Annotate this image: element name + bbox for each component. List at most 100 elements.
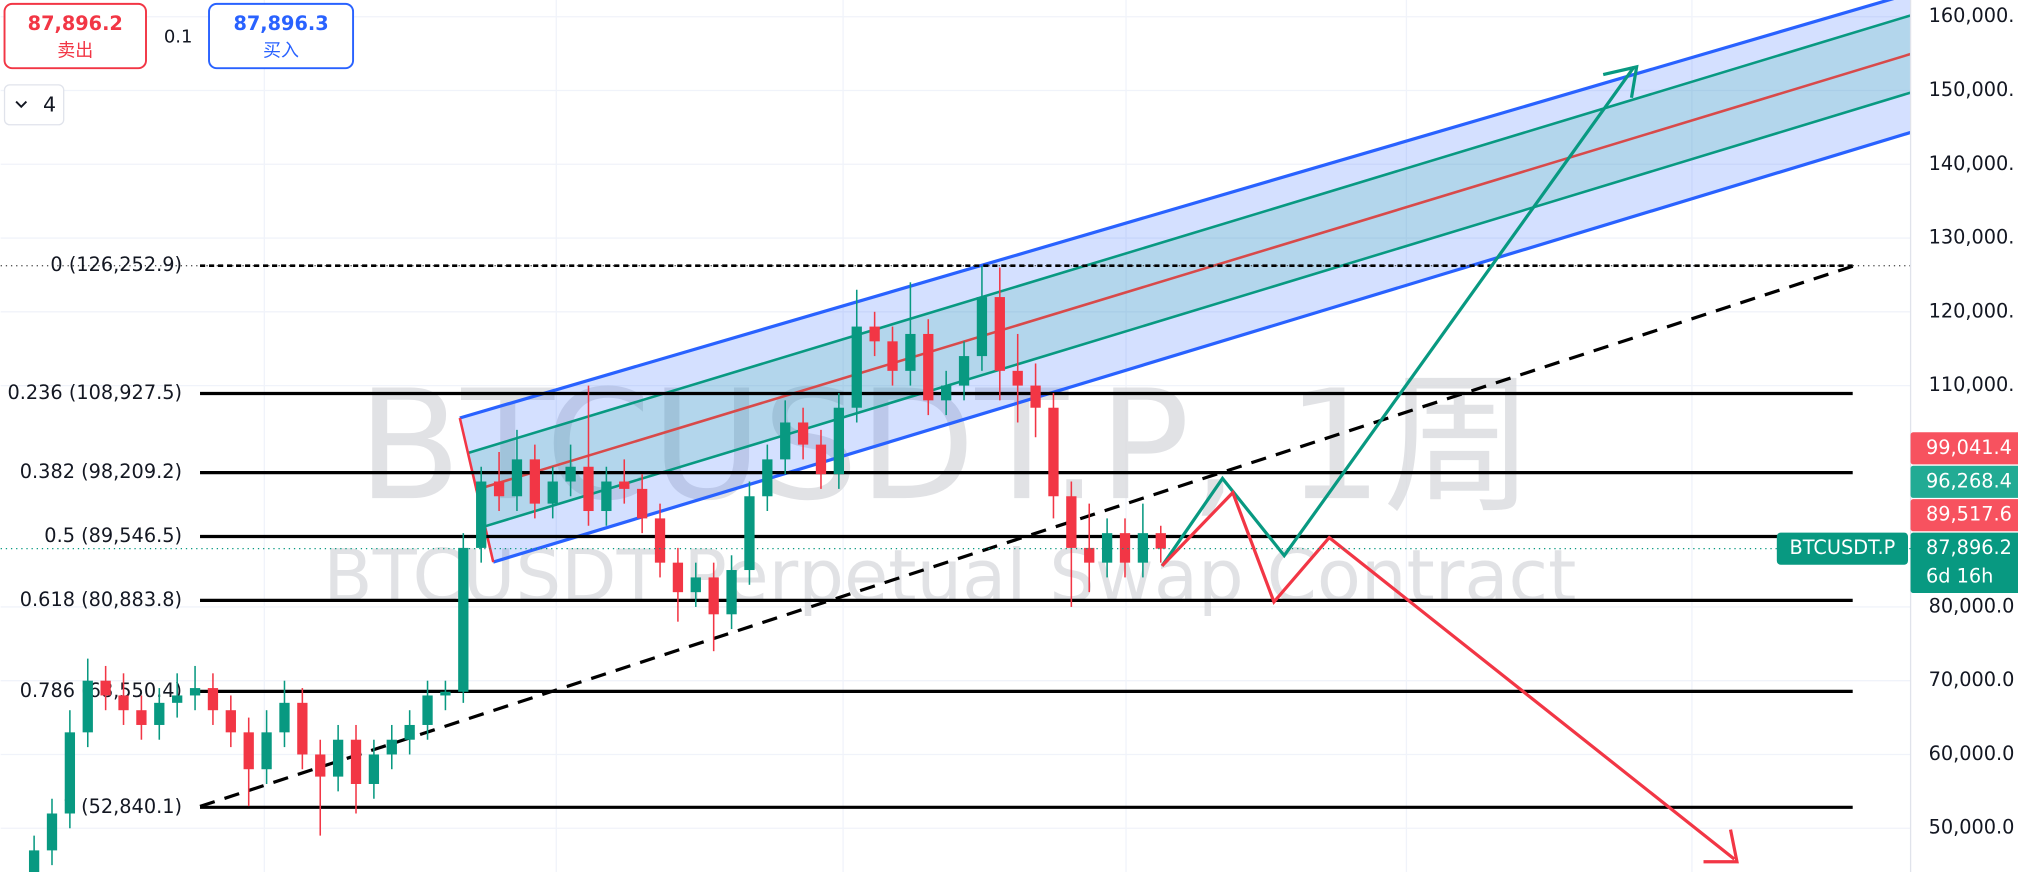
candle-body (493, 481, 505, 497)
candle-body (941, 385, 952, 401)
price-tag (1910, 532, 2018, 594)
candle-body (690, 577, 701, 593)
grid (0, 16, 1911, 829)
y-tick-label: 150,000. (1929, 78, 2015, 101)
candle-body (64, 732, 76, 814)
price-axis-labels: 160,000. 150,000. 140,000. 130,000. 120,000.… (1929, 4, 2015, 839)
fib-label: 0.5 (89,546.5) (44, 524, 182, 547)
parallel-channel (458, 0, 1912, 564)
candle-body (565, 466, 576, 482)
buy-button[interactable] (208, 2, 355, 70)
candle-body (797, 422, 809, 445)
candle-body (422, 695, 433, 725)
price-tag (1910, 432, 2018, 465)
candle-body (189, 688, 201, 696)
candle-body (350, 739, 362, 784)
candle-body (118, 695, 129, 711)
price-tag-label: 96,268.4 (1926, 469, 2012, 492)
y-tick-label: 140,000. (1929, 152, 2015, 175)
candle-body (905, 333, 916, 371)
candle-body (297, 702, 308, 755)
candle-body (672, 562, 684, 593)
layers-toggle[interactable] (3, 84, 65, 126)
y-tick-label: 50,000.0 (1929, 816, 2015, 839)
fib-label: 0.618 (80,883.8) (20, 588, 182, 611)
candles (28, 266, 1166, 872)
candle-body (154, 702, 165, 725)
candle-body (1030, 385, 1041, 408)
fibonacci-retracement: 0 (126,252.9) 0.236 (108,927.5) 0.382 (98,… (0, 253, 1911, 818)
symbol-tag (1776, 532, 1909, 565)
sell-button[interactable] (3, 2, 147, 70)
candle-body (386, 739, 397, 755)
y-tick-label: 60,000.0 (1929, 742, 2015, 765)
candle-body (82, 680, 93, 733)
candle-body (511, 459, 523, 497)
candle-body (815, 444, 827, 475)
candle-body (332, 739, 344, 777)
fib-label: 0.382 (98,209.2) (20, 460, 182, 483)
candle-body (243, 732, 254, 770)
candle-body (261, 732, 272, 770)
price-tag (1910, 465, 2018, 498)
layers-count: 4 (43, 92, 56, 116)
candle-body (1048, 407, 1059, 497)
price-tags: 99,041.4 96,268.4 89,517.6 87,896.2 6d 16h BT… (0, 432, 2018, 594)
candle-body (744, 496, 755, 571)
toolbar: 87,896.2 卖出 0.1 87,896.3 买入 4 (3, 2, 355, 126)
trend-line (199, 264, 1854, 808)
candle-body (1155, 533, 1166, 549)
candle-body (923, 333, 934, 401)
buy-price: 87,896.3 (233, 12, 328, 35)
candle-body (601, 481, 612, 512)
candle-body (279, 702, 290, 733)
price-tag-label: 87,896.2 (1926, 536, 2012, 559)
watermark-description: BTCUSDT Perpetual Swap Contract (323, 534, 1576, 618)
y-tick-label: 110,000. (1929, 373, 2015, 396)
candle-body (1137, 533, 1149, 563)
candle-body (1012, 370, 1023, 386)
candle-body (172, 695, 183, 703)
fib-label: 1 (52,840.1) (63, 795, 182, 818)
candle-body (994, 297, 1005, 371)
fib-label: 0.236 (108,927.5) (7, 381, 182, 404)
candle-body (476, 481, 487, 548)
candle-body (887, 341, 898, 371)
candle-body (708, 577, 719, 615)
y-tick-label: 130,000. (1929, 226, 2015, 249)
candle-body (404, 724, 415, 740)
candle-body (762, 459, 773, 497)
quantity[interactable]: 0.1 (164, 26, 193, 47)
candle-body (780, 422, 791, 460)
y-tick-label: 70,000.0 (1929, 668, 2015, 691)
candle-body (315, 754, 326, 777)
candle-body (100, 680, 111, 696)
candle-body (207, 688, 219, 711)
y-tick-label: 160,000. (1929, 4, 2015, 27)
candle-body (654, 518, 666, 563)
fib-label: 0 (126,252.9) (50, 253, 182, 276)
candle-body (1066, 496, 1077, 548)
candle-body (368, 754, 380, 784)
sell-label: 卖出 (57, 40, 93, 61)
candle-body (869, 326, 880, 342)
candle-body (28, 850, 40, 872)
candle-body (529, 459, 540, 504)
symbol-tag-label: BTCUSDT.P (1790, 536, 1896, 559)
candle-body (637, 488, 648, 519)
candle-body (136, 710, 147, 725)
price-tag-label: 99,041.4 (1926, 436, 2012, 459)
candle-body (1101, 533, 1113, 563)
countdown: 6d 16h (1926, 564, 1993, 587)
candle-body (833, 407, 845, 475)
candle-body (1119, 533, 1131, 563)
candle-body (851, 326, 862, 408)
buy-label: 买入 (263, 40, 299, 61)
y-tick-label: 120,000. (1929, 299, 2015, 322)
candle-body (458, 547, 469, 692)
price-tag-label: 89,517.6 (1926, 503, 2012, 526)
price-tag (1910, 499, 2018, 532)
candle-body (46, 813, 58, 851)
candle-body (225, 710, 236, 733)
